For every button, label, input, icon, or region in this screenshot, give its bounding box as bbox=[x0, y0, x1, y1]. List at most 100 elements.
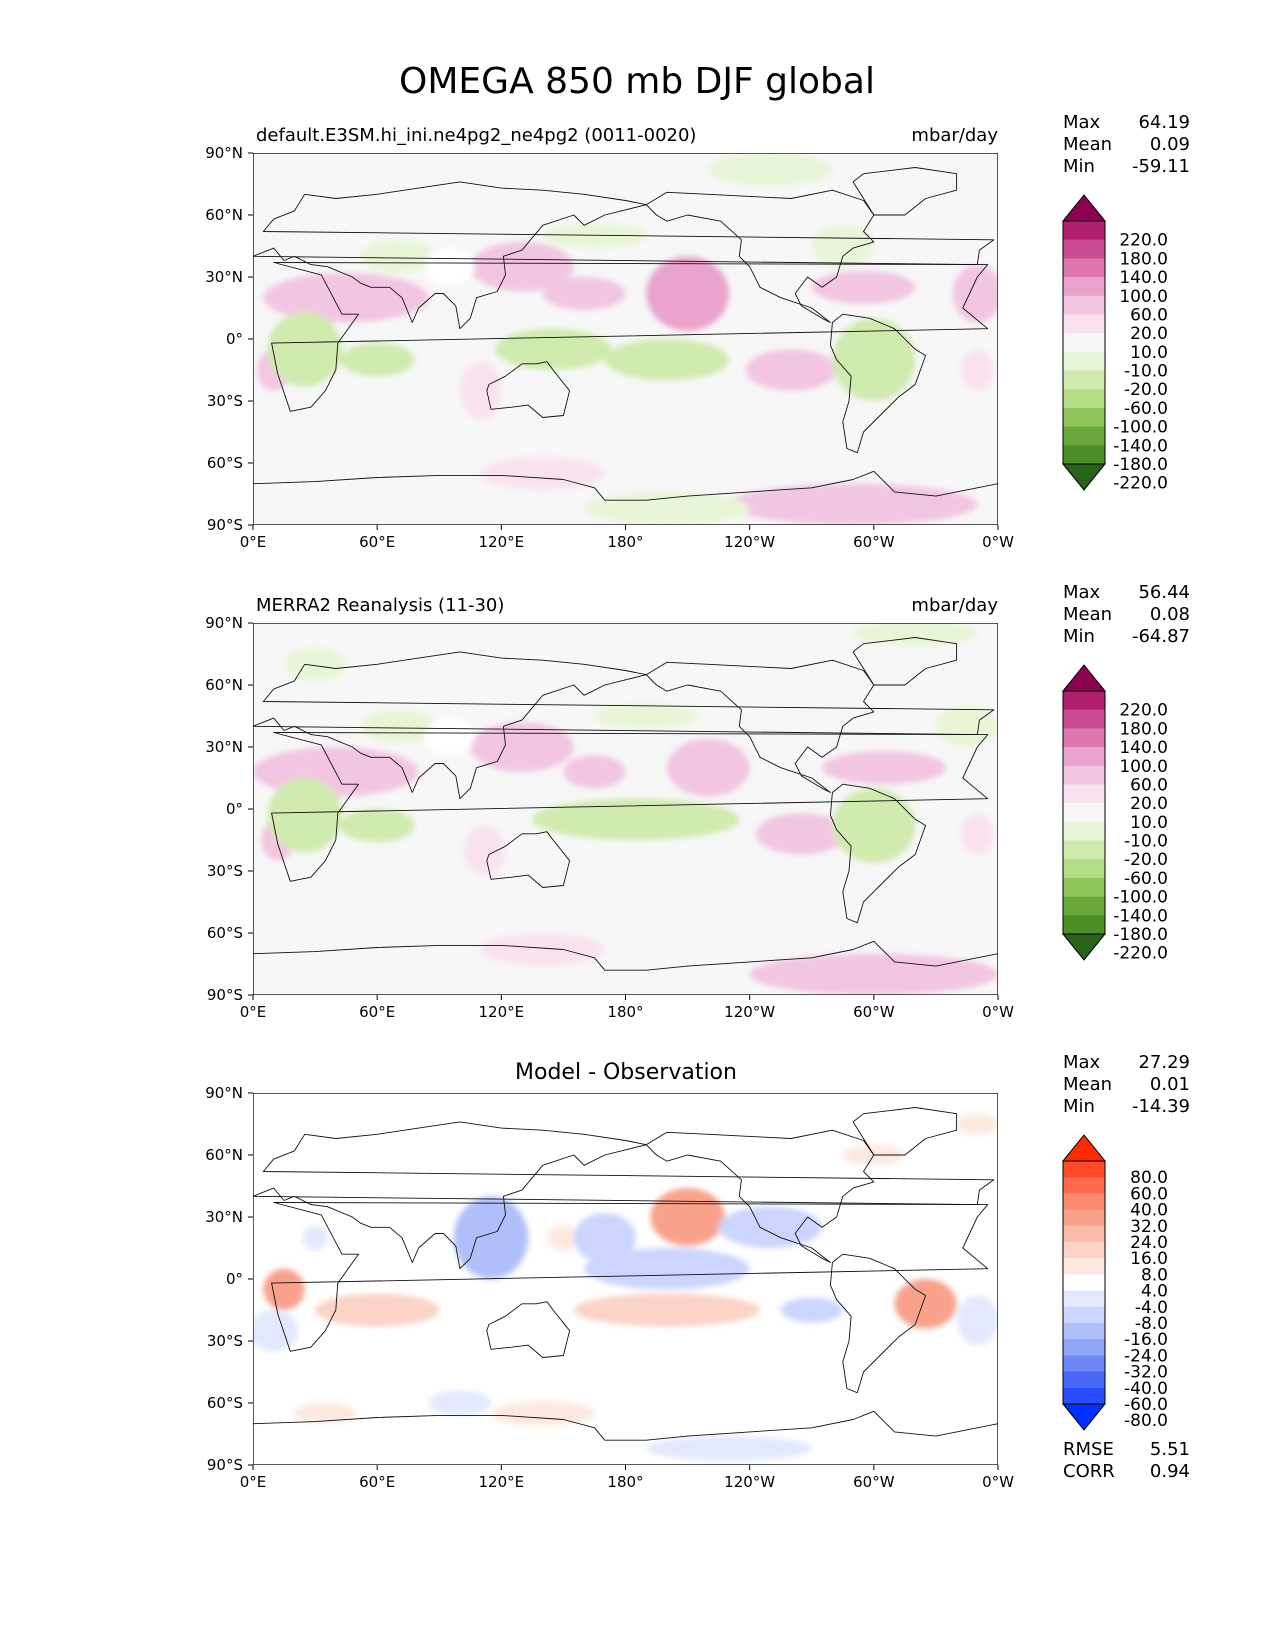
colorbar-segment bbox=[1063, 691, 1105, 711]
panel-model-stats: Max 64.19 Mean 0.09 Min -59.11 bbox=[1063, 112, 1190, 177]
coastline-4 bbox=[486, 1301, 571, 1358]
colorbar-extend-bottom bbox=[1061, 1403, 1107, 1431]
contour-blob-14 bbox=[780, 1297, 843, 1323]
x-tick-label: 120°E bbox=[479, 1473, 525, 1491]
colorbar-segment bbox=[1063, 765, 1105, 785]
contour-blob-11 bbox=[480, 456, 605, 490]
colorbar-label: -220.0 bbox=[1113, 474, 1168, 494]
contour-blob-11 bbox=[267, 778, 342, 853]
colorbar-label: -20.0 bbox=[1124, 380, 1168, 400]
stat-value-mean: 0.08 bbox=[1150, 604, 1190, 625]
y-tick-label: 60°S bbox=[207, 924, 243, 942]
colorbar-segment bbox=[1063, 1177, 1105, 1194]
stat-label-mean: Mean bbox=[1063, 134, 1112, 155]
x-tick-label: 120°W bbox=[724, 533, 775, 551]
colorbar-segment bbox=[1063, 747, 1105, 767]
contour-blob-4 bbox=[894, 1279, 957, 1329]
coastline-3 bbox=[829, 783, 927, 924]
colorbar-extend-bottom bbox=[1061, 933, 1107, 961]
colorbar-label: -140.0 bbox=[1113, 436, 1168, 456]
contour-blob-13 bbox=[339, 343, 415, 377]
contour-blob-17 bbox=[935, 705, 998, 747]
contour-blob-14 bbox=[832, 788, 916, 863]
colorbar-segment bbox=[1063, 1193, 1105, 1211]
colorbar-segment bbox=[1063, 333, 1105, 353]
contour-blob-20 bbox=[708, 153, 833, 187]
contour-blob-12 bbox=[339, 809, 415, 843]
colorbar-label: 32.0 bbox=[1130, 1217, 1168, 1237]
x-tick-label: 0°W bbox=[982, 533, 1014, 551]
contour-blob-7 bbox=[755, 813, 847, 855]
y-tick-label: 30°S bbox=[207, 1332, 243, 1350]
colorbar-label: 220.0 bbox=[1119, 701, 1168, 721]
contour-blob-16 bbox=[646, 1436, 812, 1461]
colorbar-label: 80.0 bbox=[1130, 1168, 1168, 1188]
coastline-3 bbox=[829, 1253, 927, 1394]
y-tick-label: 90°N bbox=[205, 144, 243, 162]
panel-obs-map bbox=[253, 623, 998, 995]
colorbar-label: 4.0 bbox=[1141, 1282, 1168, 1302]
stat-value-max: 64.19 bbox=[1138, 112, 1190, 133]
coastline-1 bbox=[253, 181, 995, 330]
colorbar-segment bbox=[1063, 221, 1105, 241]
contour-blob-10 bbox=[453, 1196, 529, 1279]
y-tick-label: 90°S bbox=[207, 986, 243, 1004]
contour-blob-10 bbox=[728, 483, 978, 525]
colorbar-label: -220.0 bbox=[1113, 944, 1168, 964]
x-tick-label: 120°E bbox=[479, 1003, 525, 1021]
colorbar-segment bbox=[1063, 1225, 1105, 1243]
colorbar-label: 180.0 bbox=[1119, 249, 1168, 269]
contour-blob-22 bbox=[424, 248, 475, 286]
colorbar-label: 8.0 bbox=[1141, 1265, 1168, 1285]
y-tick-label: 30°S bbox=[207, 862, 243, 880]
colorbar-label: -60.0 bbox=[1124, 869, 1168, 889]
colorbar-segment bbox=[1063, 351, 1105, 372]
colorbar-label: 10.0 bbox=[1130, 813, 1168, 833]
colorbar-extend-top bbox=[1061, 1134, 1107, 1162]
contour-blob-2 bbox=[315, 1293, 440, 1327]
x-tick-label: 60°E bbox=[359, 1473, 395, 1491]
colorbar-segment bbox=[1063, 1306, 1105, 1324]
panel-obs-left-title: MERRA2 Reanalysis (11-30) bbox=[256, 595, 504, 616]
colorbar-label: 140.0 bbox=[1119, 738, 1168, 758]
contour-blob-3 bbox=[666, 738, 750, 797]
panel-diff-stats: Max 27.29 Mean 0.01 Min -14.39 bbox=[1063, 1052, 1190, 1117]
panel-diff: Model - Observation 0°E 60°E 120°E 180° 120°… bbox=[205, 1052, 1190, 1491]
colorbar-label: -10.0 bbox=[1124, 832, 1168, 852]
coastline-2 bbox=[645, 659, 875, 793]
coastline-5 bbox=[852, 167, 958, 216]
x-tick-label: 0°E bbox=[240, 1003, 267, 1021]
colorbar-segment bbox=[1063, 1274, 1105, 1292]
contour-field bbox=[253, 1113, 998, 1461]
coastlines bbox=[253, 167, 998, 525]
colorbar-label: 100.0 bbox=[1119, 757, 1168, 777]
colorbar-frame bbox=[1062, 1160, 1106, 1405]
stat-label-min: Min bbox=[1063, 156, 1095, 177]
panel-diff-colorbar: 80.060.040.032.024.016.08.04.0-4.0-8.0-1… bbox=[1061, 1134, 1168, 1431]
colorbar-label: 180.0 bbox=[1119, 719, 1168, 739]
y-tick-label: 60°N bbox=[205, 676, 243, 694]
y-tick-label: 90°S bbox=[207, 1456, 243, 1474]
stat-value-corr: 0.94 bbox=[1150, 1461, 1190, 1482]
colorbar-segment bbox=[1063, 1387, 1105, 1405]
x-tick-label: 120°E bbox=[479, 533, 525, 551]
y-tick-label: 30°N bbox=[205, 268, 243, 286]
coastline-1 bbox=[253, 651, 995, 800]
contour-blob-9 bbox=[749, 953, 998, 995]
colorbar-extend-top bbox=[1061, 194, 1107, 222]
panel-model-units: mbar/day bbox=[911, 125, 998, 146]
y-tick-label: 90°S bbox=[207, 516, 243, 534]
x-tick-label: 180° bbox=[607, 533, 643, 551]
colorbar-label: 60.0 bbox=[1130, 775, 1168, 795]
y-tick-label: 60°N bbox=[205, 206, 243, 224]
panel-obs-stats: Max 56.44 Mean 0.08 Min -64.87 bbox=[1063, 582, 1190, 647]
coastline-6 bbox=[253, 470, 998, 525]
contour-field bbox=[253, 623, 998, 995]
colorbar-segment bbox=[1063, 1209, 1105, 1227]
contour-blob-8 bbox=[294, 1403, 357, 1424]
coastlines bbox=[253, 637, 998, 995]
contour-blob-12 bbox=[267, 312, 342, 387]
colorbar-label: 60.0 bbox=[1130, 1184, 1168, 1204]
x-tick-label: 0°W bbox=[982, 1473, 1014, 1491]
contour-blob-15 bbox=[360, 709, 436, 743]
